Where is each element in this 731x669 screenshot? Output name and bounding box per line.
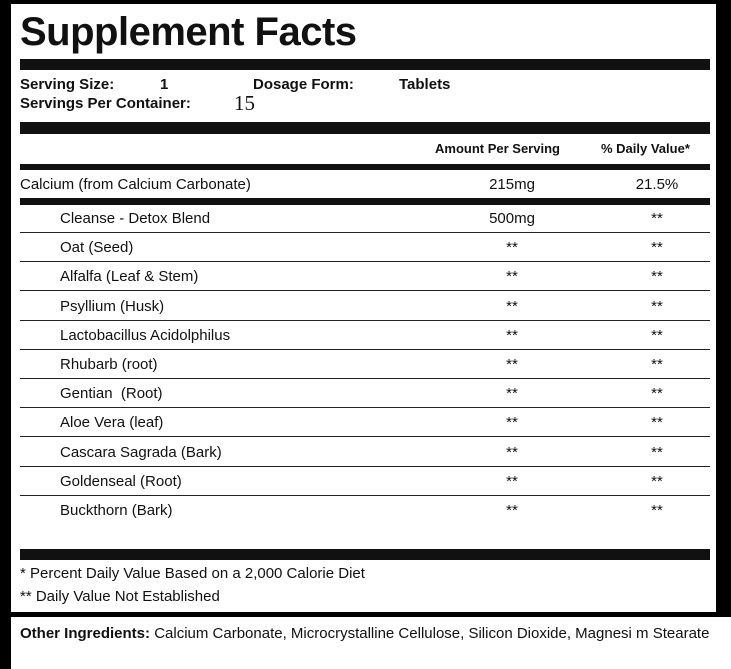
thick-bar — [20, 122, 710, 134]
thick-bar — [20, 549, 710, 560]
row-divider — [20, 378, 710, 379]
daily-value: ** — [651, 239, 663, 257]
amount: ** — [506, 443, 518, 461]
daily-value: ** — [651, 210, 663, 227]
medium-bar — [20, 164, 710, 170]
daily-value: ** — [651, 414, 663, 432]
servings-per-container-label: Servings Per Container: — [20, 95, 191, 112]
amount: ** — [506, 297, 518, 315]
daily-value: ** — [651, 356, 663, 373]
nutrient-name: Oat (Seed) — [60, 239, 134, 257]
amount: ** — [506, 268, 518, 286]
amount: ** — [506, 472, 518, 490]
nutrient-name: Rhubarb (root) — [60, 356, 158, 373]
daily-value: ** — [651, 385, 663, 403]
other-ingredients-text: Calcium Carbonate, Microcrystalline Cell… — [154, 625, 710, 642]
row-divider — [20, 466, 710, 467]
dosage-form: Tablets — [399, 76, 451, 93]
serving-size: 1 — [160, 76, 169, 93]
nutrient-name: Cascara Sagrada (Bark) — [60, 443, 222, 461]
ingredients-strip — [11, 617, 731, 669]
thick-bar — [20, 59, 710, 70]
row-divider — [20, 232, 710, 233]
nutrient-name: Psyllium (Husk) — [60, 297, 165, 315]
facts-panel — [11, 4, 716, 612]
other-ingredients: Other Ingredients: Calcium Carbonate, Mi… — [20, 624, 710, 643]
amount: ** — [506, 239, 518, 257]
row-divider — [20, 290, 710, 291]
amount: ** — [506, 502, 518, 519]
daily-value: ** — [651, 502, 663, 519]
nutrient-name: Goldenseal (Root) — [60, 472, 182, 490]
daily-value: ** — [651, 268, 663, 286]
row-divider — [20, 436, 710, 437]
column-header: % Daily Value* — [601, 141, 690, 156]
nutrient-name: Buckthorn (Bark) — [60, 502, 173, 519]
amount: 215mg — [489, 176, 535, 193]
other-ingredients-label: Other Ingredients: — [20, 625, 151, 642]
nutrient-name: Cleanse - Detox Blend — [60, 210, 211, 227]
row-divider — [20, 495, 710, 496]
row-divider — [20, 261, 710, 262]
daily-value: 21.5% — [635, 176, 679, 193]
daily-value: ** — [651, 297, 663, 315]
daily-value: ** — [651, 326, 663, 344]
dosage-form-label: Dosage Form: — [253, 76, 354, 93]
serving-size-label: Serving Size: — [20, 76, 115, 93]
nutrient-name: Aloe Vera (leaf) — [60, 414, 164, 432]
amount: ** — [506, 326, 518, 344]
nutrient-name: Alfalfa (Leaf & Stem) — [60, 268, 199, 286]
nutrient-name: Calcium (from Calcium Carbonate) — [20, 176, 251, 193]
servings-per-container: 15 — [234, 91, 255, 115]
daily-value: ** — [651, 443, 663, 461]
column-header: Amount Per Serving — [435, 141, 560, 156]
amount: ** — [506, 385, 518, 403]
nutrient-name: Lactobacillus Acidolphilus — [60, 326, 231, 344]
title: Supplement Facts — [20, 10, 357, 54]
nutrient-name: Gentian (Root) — [60, 385, 163, 403]
daily-value: ** — [651, 472, 663, 490]
row-divider — [20, 407, 710, 408]
amount: ** — [506, 414, 518, 432]
row-divider — [20, 320, 710, 321]
row-divider — [20, 349, 710, 350]
amount: ** — [506, 356, 518, 373]
footnote: ** Daily Value Not Established — [20, 588, 220, 605]
amount: 500mg — [489, 210, 535, 227]
medium-bar — [20, 198, 710, 205]
footnote: * Percent Daily Value Based on a 2,000 C… — [20, 565, 365, 582]
